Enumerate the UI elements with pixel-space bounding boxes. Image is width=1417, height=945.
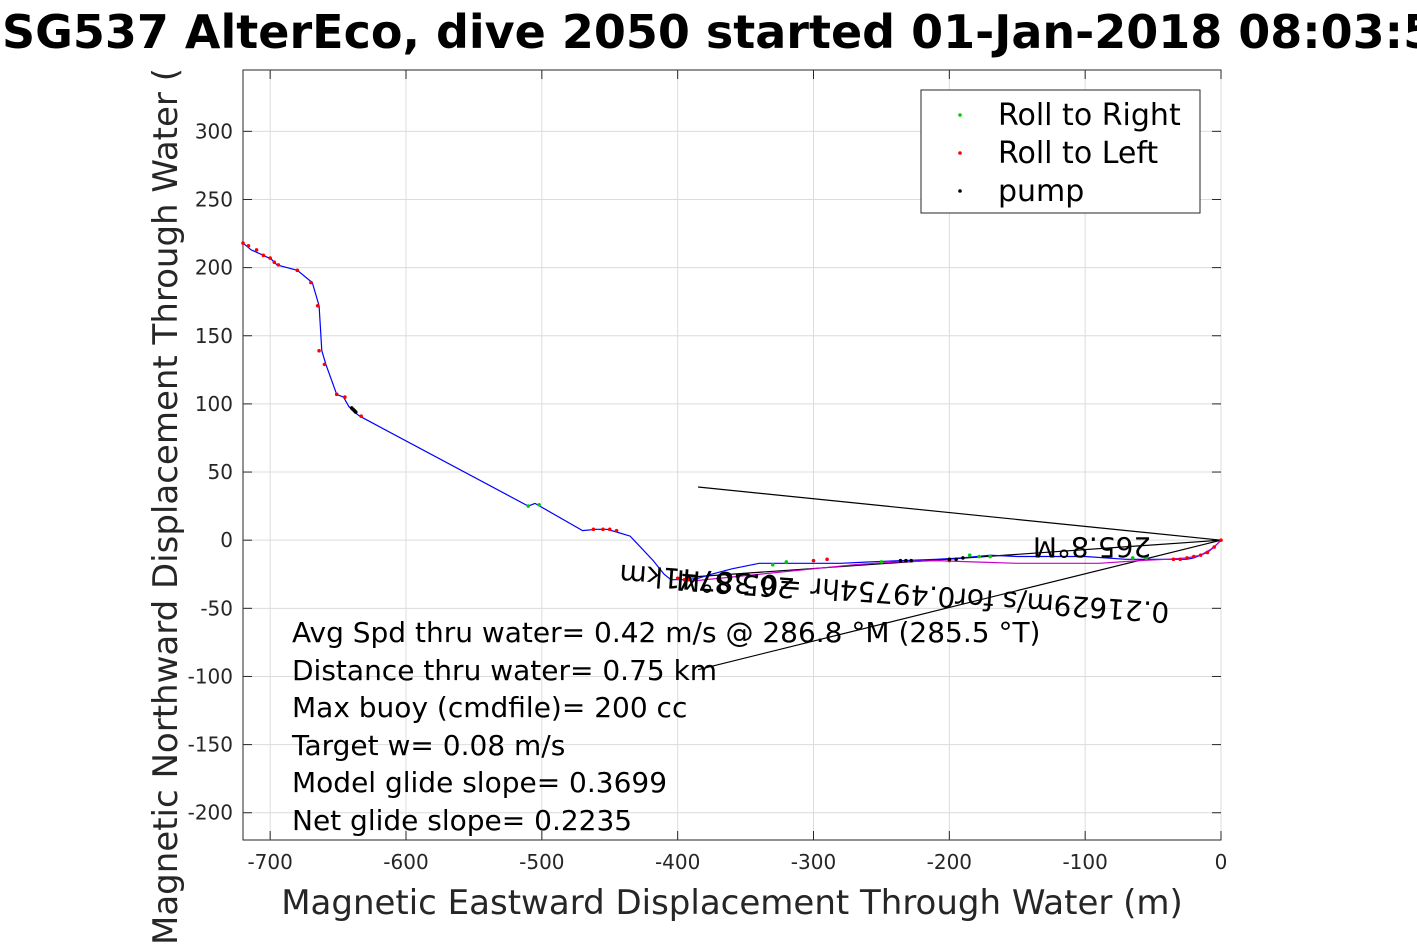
roll-left-point [295,268,300,273]
legend-box [920,89,1201,214]
roll-left-point [254,248,259,252]
roll-right-point [770,562,775,567]
pump-point [353,410,358,414]
x-tick-label: -600 [383,850,428,874]
x-tick-label: -400 [655,850,700,874]
roll-left-point [1212,545,1217,549]
legend-label-roll-left: Roll to Left [998,136,1158,171]
y-axis-label: Magnetic Northward Displacement Through … [146,68,186,945]
roll-left-point [811,558,816,563]
stat-model-glide-slope: Model glide slope= 0.3699 [292,766,667,799]
y-tick-label: 200 [195,256,233,280]
legend-label-pump: pump [998,174,1084,209]
y-tick-label: 300 [195,119,233,143]
y-tick-label: 250 [195,187,233,211]
dive-statistics: Avg Spd thru water= 0.42 m/s @ 286.8 °M … [291,616,1040,837]
y-tick-label: -50 [200,596,233,620]
roll-right-point [967,553,972,557]
legend-marker-roll-right [958,113,962,117]
roll-left-point [317,348,321,353]
roll-left-point [272,260,277,264]
stat-max-buoy: Max buoy (cmdfile)= 200 cc [292,691,687,724]
roll-left-point [682,577,687,582]
roll-right-point [1144,556,1149,560]
pump-point [947,557,952,562]
roll-left-point [1178,557,1183,562]
roll-right-point [879,560,884,564]
pump-point [909,558,914,563]
vector-annotation-0: 265.8°M [1033,531,1151,564]
roll-right-point [977,554,982,559]
roll-left-point [1205,550,1210,555]
roll-left-point [261,253,266,258]
x-tick-label: -700 [247,850,292,874]
displacement-vector [697,486,1222,541]
displacement-vector [697,539,1222,671]
stat-distance: Distance thru water= 0.75 km [292,654,717,687]
pump-point [904,558,908,563]
roll-left-point [343,395,347,399]
roll-left-point [1198,553,1203,557]
y-tick-label: 150 [195,324,233,348]
roll-left-point [1171,557,1176,562]
roll-left-point [276,263,281,267]
x-tick-label: -500 [519,850,564,874]
axis-ticks: -700 -600 -500 -400 -300 -200 -100 0-200-150-10… [188,70,1228,874]
legend-marker-roll-left [958,151,962,155]
legend: Roll to Right Roll to Left pump [920,89,1201,214]
legend-marker-pump [958,189,962,193]
roll-left-point [686,577,691,582]
roll-left-point [359,414,363,418]
roll-left-point [601,527,605,532]
stat-net-glide-slope: Net glide slope= 0.2235 [292,804,632,837]
x-tick-label: -300 [791,850,836,874]
x-tick-label: 0 [1215,850,1228,874]
roll-left-point [1185,556,1189,560]
stat-avg-speed: Avg Spd thru water= 0.42 m/s @ 286.8 °M … [292,616,1040,649]
chart-title: SG537 AlterEco, dive 2050 started 01-Jan… [2,5,1417,59]
pump-point [898,558,903,563]
roll-left-point [1192,554,1196,559]
roll-left-point [246,244,251,248]
y-tick-label: 50 [208,460,233,484]
roll-left-point [825,557,829,562]
roll-right-point [537,502,541,507]
pump-point [961,556,965,560]
y-tick-label: 0 [220,528,233,552]
roll-right-point [784,560,789,564]
roll-left-point [322,362,327,367]
stat-target-w: Target w= 0.08 m/s [291,729,565,762]
roll-left-point [675,576,680,581]
y-tick-label: -200 [188,801,233,825]
x-tick-label: -100 [1062,850,1107,874]
roll-right-point [526,504,531,508]
x-axis-label: Magnetic Eastward Displacement Through W… [281,883,1183,923]
pump-point [954,557,958,562]
data-markers [241,241,1223,582]
legend-label-roll-right: Roll to Right [998,98,1181,133]
y-tick-label: -100 [188,664,233,688]
series-line-track [242,242,1222,581]
roll-right-point [1130,556,1135,560]
roll-left-point [1219,538,1223,542]
roll-left-point [309,280,313,285]
y-tick-label: 100 [195,392,233,416]
roll-left-point [268,256,272,260]
vector-annotation-2: 265.8°M [675,563,795,604]
roll-left-point [334,392,339,397]
x-tick-label: -200 [927,850,972,874]
roll-left-point [315,303,320,308]
roll-left-point [614,528,619,533]
roll-left-point [607,527,612,532]
y-tick-label: -150 [188,733,233,757]
roll-right-point [988,554,992,559]
roll-left-point [591,527,596,532]
roll-left-point [241,241,245,245]
